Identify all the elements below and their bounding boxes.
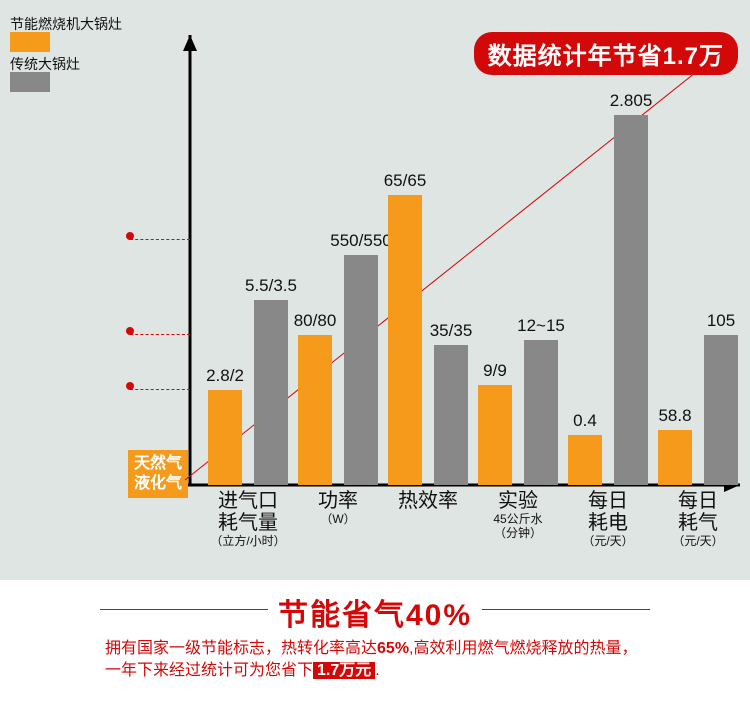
xaxis-category: 功率（W） xyxy=(288,490,388,526)
bar-value-label: 65/65 xyxy=(384,171,427,191)
bar-orange xyxy=(568,435,602,485)
legend-swatch-orange xyxy=(10,32,50,52)
xaxis-category: 每日耗气（元/天） xyxy=(648,490,748,548)
bar-orange xyxy=(298,335,332,485)
bar-value-label: 0.4 xyxy=(573,411,597,431)
bar-gray xyxy=(254,300,288,485)
bar-value-label: 2.805 xyxy=(610,91,653,111)
yaxis-line2: 液化气 xyxy=(134,474,182,494)
legend-label-1: 节能燃烧机大锅灶 xyxy=(10,16,122,32)
yaxis-line1: 天然气 xyxy=(134,454,182,474)
bottom-t1: 拥有国家一级节能标志，热转化率高达 xyxy=(105,640,377,657)
ref-line xyxy=(130,389,190,390)
bar-value-label: 5.5/3.5 xyxy=(245,276,297,296)
bottom-text: 拥有国家一级节能标志，热转化率高达65%,高效利用燃气燃烧释放的热量，一年下来经… xyxy=(105,638,645,682)
bar-value-label: 80/80 xyxy=(294,311,337,331)
bottom-pct: 65% xyxy=(377,640,409,657)
legend-label-2: 传统大锅灶 xyxy=(10,56,122,72)
xaxis-category: 进气口耗气量（立方/小时） xyxy=(198,490,298,548)
ref-dot xyxy=(126,327,134,335)
bar-orange xyxy=(388,195,422,485)
bar-gray xyxy=(344,255,378,485)
bar-value-label: 105 xyxy=(707,311,735,331)
bar-value-label: 9/9 xyxy=(483,361,507,381)
xaxis-category: 每日耗电（元/天） xyxy=(558,490,658,548)
bottom-section: 节能省气40% 拥有国家一级节能标志，热转化率高达65%,高效利用燃气燃烧释放的… xyxy=(0,590,750,682)
ref-line xyxy=(130,239,190,240)
bottom-title: 节能省气40% xyxy=(268,590,482,634)
legend: 节能燃烧机大锅灶 传统大锅灶 xyxy=(10,16,122,96)
chart-area: 节能燃烧机大锅灶 传统大锅灶 数据统计年节省1.7万 天然气 液化气 2.8/2… xyxy=(0,0,750,580)
bar-orange xyxy=(478,385,512,485)
bar-value-label: 12~15 xyxy=(517,316,565,336)
legend-swatch-gray xyxy=(10,72,50,92)
bar-gray xyxy=(434,345,468,485)
bar-orange xyxy=(208,390,242,485)
yaxis-gas-type-box: 天然气 液化气 xyxy=(128,450,188,498)
plot-area: 2.8/2 5.5/3.5 80/80 550/550 65/65 35/35 9/9 12~… xyxy=(190,55,730,485)
bar-gray xyxy=(704,335,738,485)
xaxis-category: 热效率 xyxy=(378,490,478,512)
bottom-t3: . xyxy=(375,662,379,679)
bar-gray xyxy=(614,115,648,485)
bar-value-label: 58.8 xyxy=(658,406,691,426)
bar-value-label: 550/550 xyxy=(330,231,391,251)
bar-gray xyxy=(524,340,558,485)
ref-dot xyxy=(126,232,134,240)
ref-line xyxy=(130,334,190,335)
ref-dot xyxy=(126,382,134,390)
xaxis-category: 实验45公斤水（分钟） xyxy=(468,490,568,540)
bar-value-label: 35/35 xyxy=(430,321,473,341)
bar-orange xyxy=(658,430,692,485)
bottom-highlight-box: 1.7万元 xyxy=(313,662,375,679)
bar-value-label: 2.8/2 xyxy=(206,366,244,386)
